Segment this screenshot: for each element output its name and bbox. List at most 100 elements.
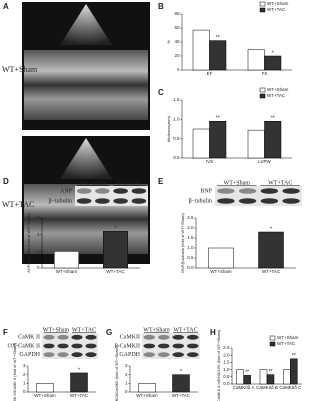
significance: ** <box>271 116 275 122</box>
blot-band <box>113 188 128 194</box>
legend-label: WT+Sham <box>267 87 289 92</box>
y-tick-label: 0.0 <box>187 265 194 270</box>
blot-band <box>238 198 257 204</box>
group-label: WT+Sham <box>224 180 251 186</box>
bar <box>259 369 268 385</box>
y-tick-label: 0.5 <box>173 136 180 141</box>
y-tick-label: 3 <box>37 215 40 220</box>
blot-band <box>57 352 69 358</box>
y-tick-label: 2.0 <box>223 352 230 357</box>
legend-swatch <box>259 7 266 13</box>
y-tick-label: 0.5 <box>223 374 230 379</box>
x-tick-label: WT+Sham <box>136 393 158 398</box>
band-label: P-CaMKII <box>114 343 140 349</box>
panel-label: B <box>158 2 164 11</box>
band-label: CaMKII <box>120 335 140 341</box>
bar <box>209 121 227 159</box>
y-tick-label: 40 <box>174 39 180 44</box>
group-label: WT+TAC <box>72 327 96 333</box>
y-axis-label: % <box>166 40 171 44</box>
blot-band <box>43 343 55 349</box>
legend-swatch <box>269 341 276 347</box>
bar <box>258 231 284 269</box>
y-axis-label: OX-CaMK II/CaMK II (fold of WT+Sham) <box>12 342 17 401</box>
blot-band <box>217 198 235 204</box>
significance: * <box>270 226 272 232</box>
legend-label: WT+TAC <box>267 7 286 12</box>
band-label: β−tubulin <box>49 198 72 204</box>
legend-label: WT+TAC <box>267 93 286 98</box>
blot-band <box>186 352 199 358</box>
significance: ** <box>292 353 296 359</box>
blot-band <box>71 343 83 349</box>
significance: * <box>115 226 117 232</box>
y-tick-label: 0.5 <box>187 255 194 260</box>
y-axis-label: CaMKII δ mRNA/18S (fold of WT+Sham) <box>216 329 221 401</box>
bar <box>103 231 128 269</box>
y-tick-label: 1 <box>125 381 128 386</box>
y-tick-label: 0.0 <box>173 155 180 160</box>
bar <box>264 121 282 159</box>
blot-band <box>95 198 110 204</box>
blot-band <box>43 334 55 340</box>
blot-band <box>76 188 92 194</box>
y-tick-label: 2.0 <box>187 225 194 230</box>
blot-band <box>131 198 147 204</box>
blot-band <box>172 352 185 358</box>
panel-label: D <box>3 177 9 186</box>
blot-band <box>71 352 83 358</box>
blot-band <box>85 334 97 340</box>
bar <box>138 383 156 393</box>
blot-band <box>131 188 147 194</box>
panel-label: C <box>158 88 164 97</box>
bar <box>208 247 234 269</box>
x-tick-label: WT+TAC <box>172 393 191 398</box>
blot-band <box>282 198 300 204</box>
blot-band <box>71 334 83 340</box>
y-tick-label: 1.5 <box>173 97 180 102</box>
y-tick-label: 1.0 <box>223 367 230 372</box>
blot-band <box>157 352 170 358</box>
blot-band <box>282 188 300 194</box>
group-label: WT+Sham <box>43 327 70 333</box>
y-tick-label: 80 <box>174 11 180 16</box>
bar <box>54 251 79 269</box>
band-label: ANP <box>60 188 73 194</box>
y-tick-label: 1.5 <box>187 235 194 240</box>
band-label: CaMK II <box>18 335 40 341</box>
blot-band <box>260 198 279 204</box>
y-tick-label: 0 <box>177 67 180 72</box>
band-label: β−tubulin <box>189 198 212 204</box>
y-tick-label: 20 <box>174 53 180 58</box>
group-label: WT+Sham <box>143 327 170 333</box>
x-tick-label: LVPW <box>258 159 271 164</box>
y-tick-label: 3 <box>23 363 26 368</box>
x-tick-label: WT+Sham <box>56 269 78 274</box>
y-tick-label: 0 <box>23 389 26 394</box>
y-tick-label: 60 <box>174 25 180 30</box>
legend-swatch <box>269 335 276 341</box>
blot-band <box>57 343 69 349</box>
bar <box>192 128 210 159</box>
x-tick-label: IVS <box>206 159 213 164</box>
y-tick-label: 1 <box>23 381 26 386</box>
y-tick-label: 2.5 <box>187 215 194 220</box>
blot-band <box>113 198 128 204</box>
x-tick-label: CaMKIIδ C <box>279 385 302 390</box>
significance: * <box>78 367 80 373</box>
legend-swatch <box>259 93 266 99</box>
blot-band <box>143 352 156 358</box>
group-label: WT+TAC <box>268 180 292 186</box>
band-label: OX-CaMK II <box>8 343 41 349</box>
band-label: GAPDH <box>19 352 40 358</box>
x-tick-label: WT+TAC <box>70 393 89 398</box>
y-tick-label: 1 <box>37 249 40 254</box>
x-tick-label: CaMKIIδ B <box>256 385 278 390</box>
blot-band <box>76 198 92 204</box>
bar <box>70 372 88 393</box>
bar <box>264 55 282 71</box>
blot-band <box>85 352 97 358</box>
legend-label: WT+TAC <box>277 341 296 346</box>
panel-label: G <box>106 328 112 337</box>
blot-band <box>186 334 199 340</box>
